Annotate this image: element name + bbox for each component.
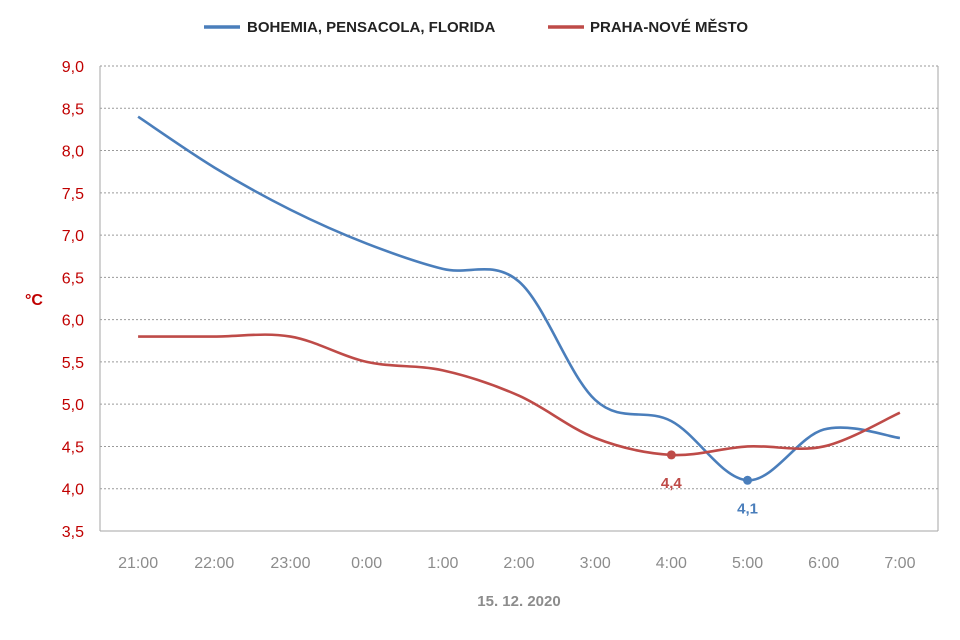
x-tick-label: 23:00 (270, 555, 310, 572)
axes (99, 66, 939, 532)
y-tick-label: 5,5 (62, 355, 84, 372)
gridlines (100, 65, 938, 490)
x-tick-label: 7:00 (884, 555, 915, 572)
y-tick-label: 7,5 (62, 186, 84, 203)
data-point-marker (666, 450, 676, 460)
series-line-1 (137, 115, 901, 482)
x-tick-label: 22:00 (194, 555, 234, 572)
x-axis-label: 15. 12. 2020 (477, 593, 560, 610)
y-tick-label: 8,0 (62, 144, 84, 161)
data-label: 4,4 (661, 475, 683, 492)
x-tick-label: 2:00 (503, 555, 534, 572)
y-axis-ticks: 3,5 4,0 4,5 5,0 5,5 6,0 6,5 7,0 7,5 8,0 8,5 9,0 (62, 59, 84, 541)
x-tick-label: 6:00 (808, 555, 839, 572)
x-tick-label: 21:00 (118, 555, 158, 572)
y-tick-label: 4,0 (62, 482, 84, 499)
legend-label-series-2: PRAHA-NOVÉ MĚSTO (590, 18, 748, 36)
x-tick-label: 5:00 (732, 555, 763, 572)
y-tick-label: 8,5 (62, 101, 84, 118)
y-tick-label: 6,0 (62, 313, 84, 330)
y-tick-label: 7,0 (62, 228, 84, 245)
x-tick-label: 1:00 (427, 555, 458, 572)
data-labels: 4,4 4,1 (661, 450, 758, 517)
series-line-2 (138, 333, 901, 457)
legend-label-series-1: BOHEMIA, PENSACOLA, FLORIDA (247, 19, 496, 36)
x-tick-label: 0:00 (351, 555, 382, 572)
legend: BOHEMIA, PENSACOLA, FLORIDA PRAHA-NOVÉ M… (204, 18, 748, 36)
y-tick-label: 4,5 (62, 439, 84, 456)
series-lines (137, 115, 901, 482)
y-tick-label: 3,5 (62, 524, 84, 541)
y-tick-label: 9,0 (62, 59, 84, 76)
x-tick-label: 4:00 (656, 555, 687, 572)
data-label: 4,1 (737, 500, 758, 517)
y-tick-label: 5,0 (62, 397, 84, 414)
data-point-marker (743, 475, 753, 485)
y-axis-label: °C (25, 292, 43, 309)
x-tick-label: 3:00 (580, 555, 611, 572)
y-tick-label: 6,5 (62, 270, 84, 287)
x-axis-ticks: 21:00 22:00 23:00 0:00 1:00 2:00 3:00 4:00 5:00 6… (118, 555, 916, 572)
